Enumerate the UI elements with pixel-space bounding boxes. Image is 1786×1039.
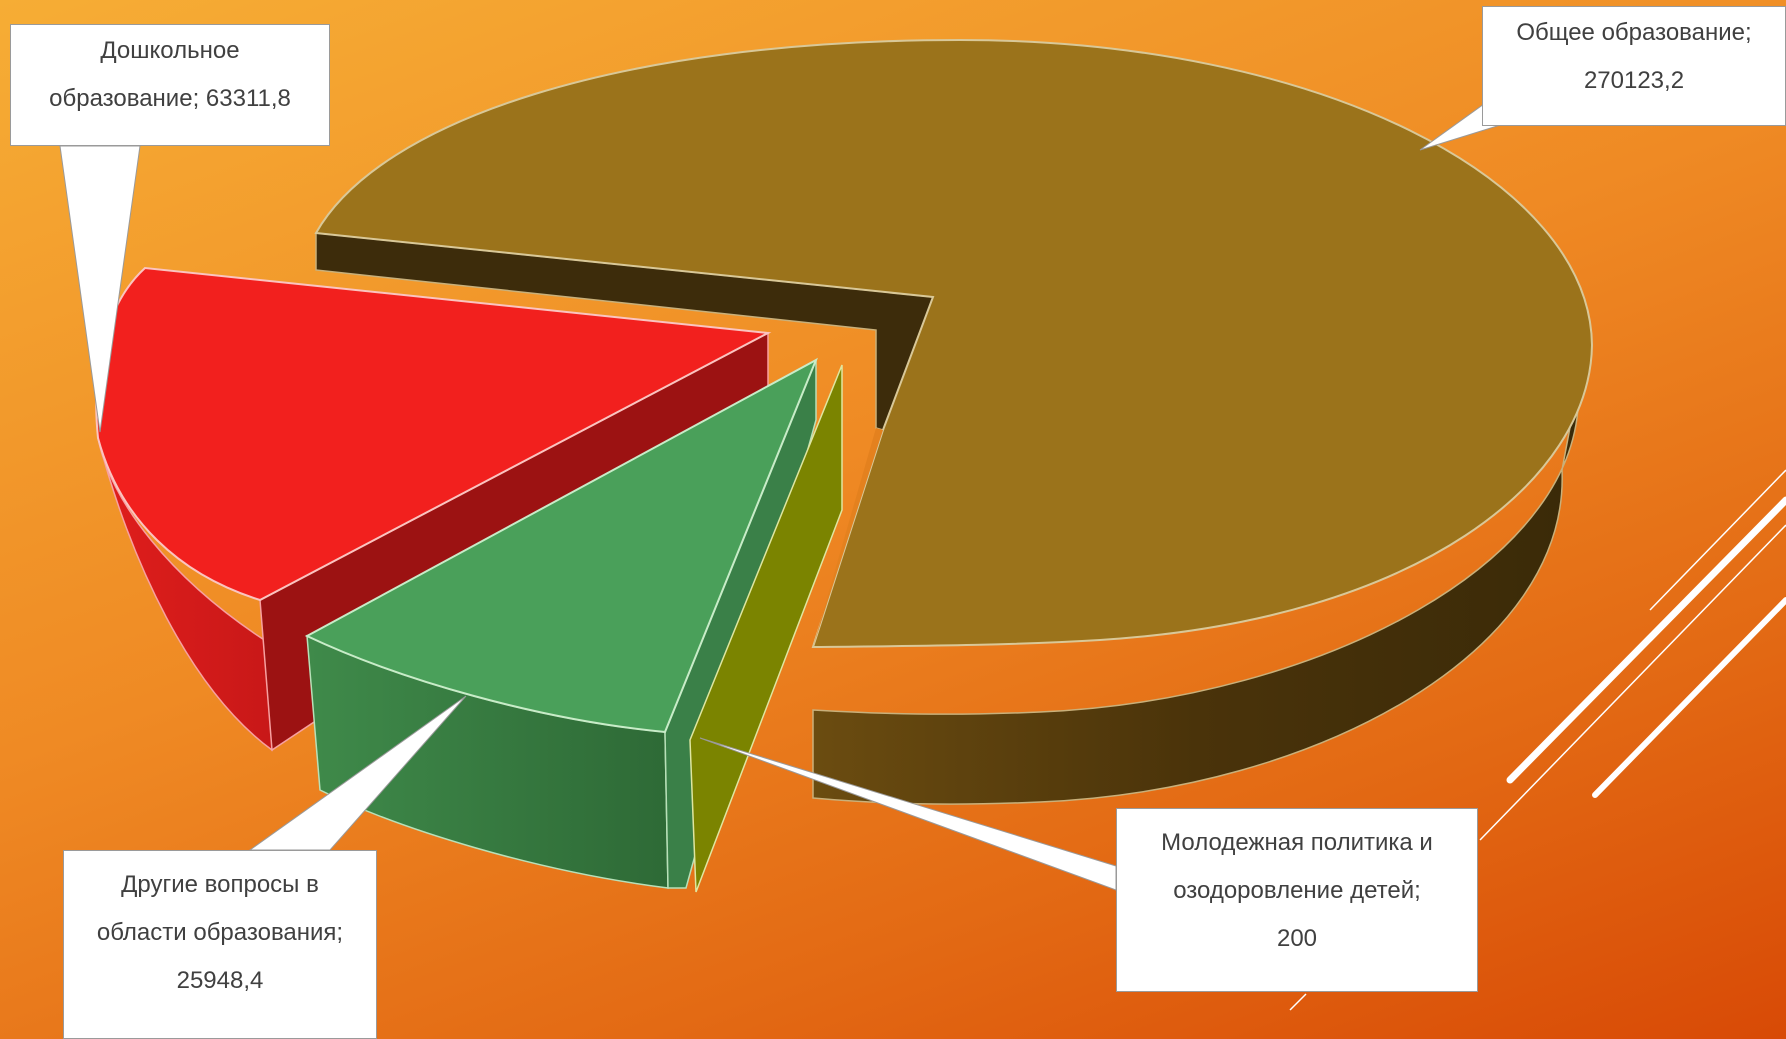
label-molodezh-line3: 200 bbox=[1276, 925, 1318, 952]
pie-slice-obshchee-top bbox=[314, 38, 1594, 649]
label-obshchee-line1: Общее образование; bbox=[1516, 19, 1752, 46]
label-drugie-line3: 25948,4 bbox=[176, 967, 264, 994]
label-doshkolnoe-line2: образование; 63311,8 bbox=[49, 85, 291, 112]
pie-slice-obshchee-side bbox=[812, 384, 1579, 805]
label-molodezh: Молодежная политика и озодоровление дете… bbox=[1116, 808, 1478, 992]
label-molodezh-line2: озодоровление детей; bbox=[1173, 877, 1421, 904]
pie-slice-obshchee-front-side bbox=[813, 428, 883, 647]
label-drugie-line1: Другие вопросы в bbox=[121, 871, 319, 898]
pie-slice-drugie bbox=[304, 357, 818, 889]
label-drugie-line2: области образования; bbox=[96, 919, 344, 946]
label-doshkolnoe-line1: Дошкольное bbox=[100, 37, 240, 64]
pie-slice-molodezh-side bbox=[689, 364, 843, 893]
label-obshchee-line2: 270123,2 bbox=[1583, 67, 1685, 94]
pie-slice-obshchee bbox=[314, 38, 1594, 805]
label-obshchee: Общее образование; 270123,2 bbox=[1482, 6, 1786, 126]
label-molodezh-line1: Молодежная политика и bbox=[1161, 829, 1433, 856]
callout-tick-molodezh bbox=[1289, 993, 1307, 1011]
label-drugie: Другие вопросы в области образования; 25… bbox=[63, 850, 377, 1039]
pie-slice-drugie-top bbox=[304, 357, 818, 734]
label-doshkolnoe: Дошкольное образование; 63311,8 bbox=[10, 24, 330, 146]
pie-slice-molodezh bbox=[689, 364, 843, 893]
callout-pointer-doshkolnoe bbox=[59, 145, 141, 433]
decorative-lines bbox=[1479, 469, 1786, 841]
pie-slice-doshkolnoe-top bbox=[95, 266, 772, 602]
